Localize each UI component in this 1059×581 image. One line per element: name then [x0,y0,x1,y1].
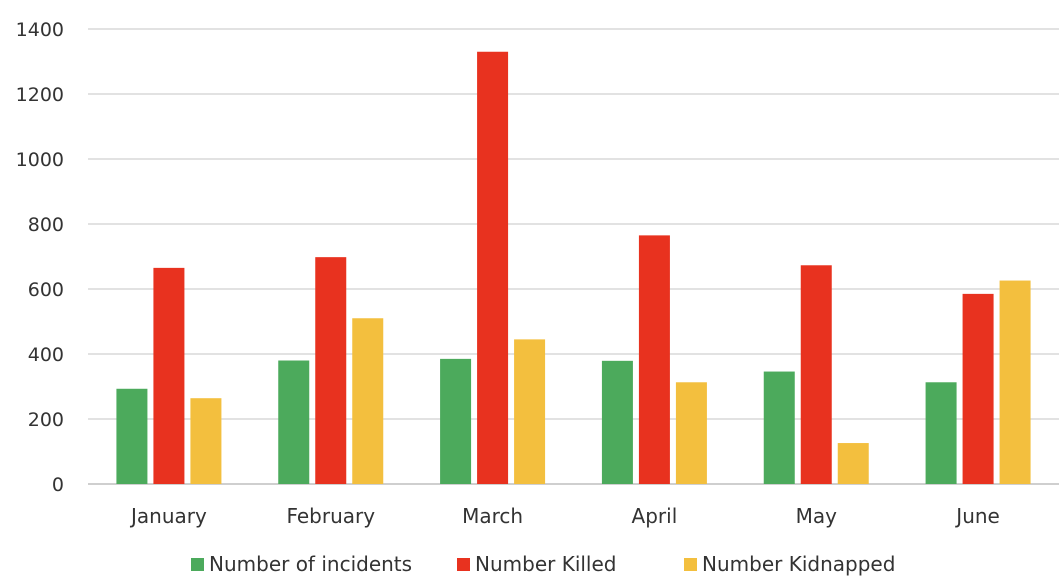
bar-number-of-incidents-may [763,371,795,484]
y-tick-label: 200 [28,409,64,431]
bar-number-kidnapped-february [352,318,384,484]
bar-number-kidnapped-may [837,443,869,484]
x-axis-ticks: January February March April May June [129,504,1000,528]
y-tick-label: 0 [52,474,64,496]
y-axis-ticks: 0 200 400 600 800 1000 1200 1400 [16,19,64,496]
bar-number-killed-june [962,293,994,484]
x-category-label: June [954,504,1000,528]
bar-number-of-incidents-january [116,388,148,484]
x-category-label: April [632,504,678,528]
bar-number-kidnapped-june [999,280,1031,484]
bar-number-kidnapped-april [675,382,707,484]
bar-number-killed-april [638,235,670,484]
y-tick-label: 1200 [16,84,64,106]
bar-number-of-incidents-february [278,360,310,484]
x-category-label: March [462,504,523,528]
y-tick-label: 600 [28,279,64,301]
y-tick-label: 800 [28,214,64,236]
gridlines [88,28,1059,485]
bars [116,51,1031,484]
bar-number-killed-february [315,257,347,484]
bar-number-of-incidents-april [601,360,633,484]
legend-swatch [191,558,204,571]
bar-number-killed-march [477,51,509,484]
bar-number-kidnapped-january [190,398,222,484]
legend-label: Number Killed [475,552,616,576]
y-tick-label: 1000 [16,149,64,171]
bar-number-kidnapped-march [514,339,546,484]
bar-number-of-incidents-march [440,358,472,484]
x-category-label: February [286,504,375,528]
y-tick-label: 400 [28,344,64,366]
bar-number-killed-may [800,265,832,484]
legend-swatch [457,558,470,571]
legend: Number of incidents Number Killed Number K… [191,552,895,576]
y-tick-label: 1400 [16,19,64,41]
x-category-label: May [796,504,838,528]
bar-number-killed-january [153,267,185,484]
x-category-label: January [129,504,207,528]
bar-number-of-incidents-june [925,382,957,484]
legend-swatch [684,558,697,571]
legend-label: Number Kidnapped [702,552,895,576]
legend-label: Number of incidents [209,552,412,576]
